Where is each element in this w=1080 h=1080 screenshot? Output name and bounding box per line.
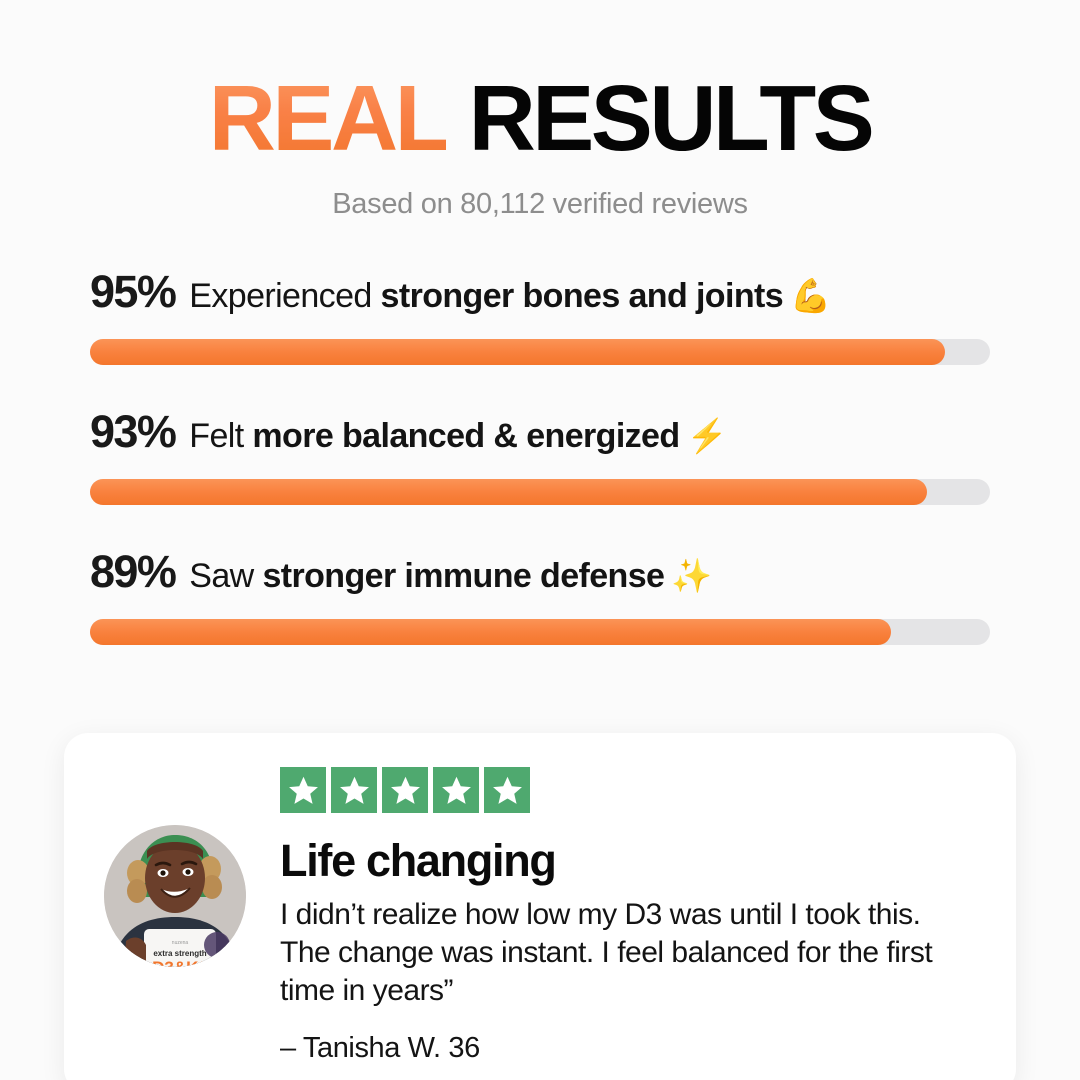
stats-list: 95% Experienced stronger bones and joint…: [0, 266, 1080, 645]
stat-row: 89% Saw stronger immune defense ✨: [0, 546, 1080, 645]
stat-percent: 93%: [90, 406, 177, 457]
stat-lead-text: Experienced: [189, 277, 381, 315]
progress-track: [90, 479, 990, 505]
star-icon: [484, 767, 530, 813]
high-voltage-icon: ⚡: [686, 417, 728, 454]
stat-lead-text: Felt: [189, 417, 253, 455]
star-icon: [331, 767, 377, 813]
svg-text:extra strength: extra strength: [153, 949, 206, 958]
title-rest: RESULTS: [468, 66, 875, 170]
stat-description: Felt more balanced & energized ⚡: [189, 417, 727, 456]
review-card: nuzena extra strength D3&K2: [64, 733, 1016, 1080]
page-title: REAL RESULTS: [0, 0, 1080, 165]
progress-fill: [90, 619, 891, 645]
stat-row: 95% Experienced stronger bones and joint…: [0, 266, 1080, 365]
star-icon: [382, 767, 428, 813]
sparkles-icon: ✨: [671, 557, 712, 594]
review-title: Life changing: [280, 835, 557, 886]
progress-track: [90, 619, 990, 645]
stat-label-line: 95% Experienced stronger bones and joint…: [90, 266, 990, 318]
progress-track: [90, 339, 990, 365]
progress-fill: [90, 339, 945, 365]
title-highlight: REAL: [208, 66, 450, 170]
star-icon: [280, 767, 326, 813]
progress-fill: [90, 479, 927, 505]
reviews-subtitle: Based on 80,112 verified reviews: [332, 188, 748, 220]
stat-lead-text: Saw: [189, 557, 263, 595]
star-icon: [433, 767, 479, 813]
stat-percent: 95%: [90, 266, 177, 317]
stat-bold-text: stronger bones and joints: [380, 277, 784, 315]
stat-label-line: 93% Felt more balanced & energized ⚡: [90, 406, 990, 458]
avatar: nuzena extra strength D3&K2: [104, 825, 246, 967]
stat-description: Experienced stronger bones and joints 💪: [189, 277, 831, 316]
stat-label-line: 89% Saw stronger immune defense ✨: [90, 546, 990, 598]
avatar-photo-illustration: nuzena extra strength D3&K2: [104, 825, 246, 967]
stat-bold-text: stronger immune defense: [262, 557, 665, 595]
review-content: Life changing I didn’t realize how low m…: [280, 767, 976, 1080]
svg-text:nuzena: nuzena: [172, 940, 189, 946]
star-rating: [280, 767, 976, 813]
svg-text:D3&K2: D3&K2: [152, 958, 208, 967]
stat-description: Saw stronger immune defense ✨: [189, 557, 712, 596]
review-body: I didn’t realize how low my D3 was until…: [280, 898, 933, 1008]
stat-percent: 89%: [90, 546, 177, 597]
stat-row: 93% Felt more balanced & energized ⚡: [0, 406, 1080, 505]
stat-bold-text: more balanced & energized: [252, 417, 680, 455]
avatar-column: nuzena extra strength D3&K2: [104, 767, 246, 1080]
review-author: – Tanisha W. 36: [280, 1032, 480, 1065]
flexed-biceps-icon: 💪: [790, 277, 831, 314]
